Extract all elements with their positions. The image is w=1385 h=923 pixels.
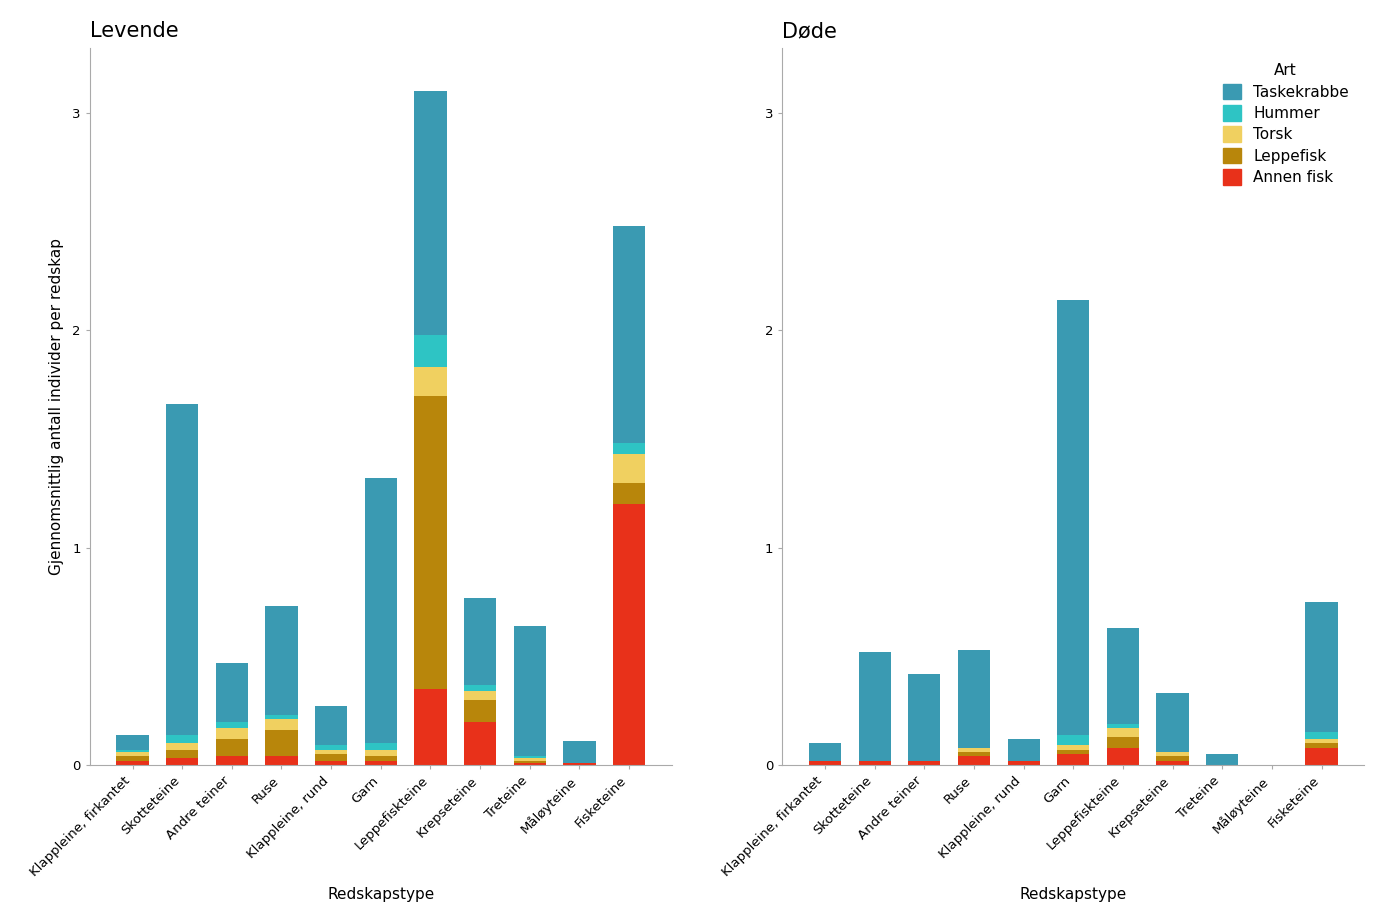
Bar: [1007, 739, 1040, 761]
Bar: [364, 749, 397, 756]
Bar: [266, 756, 298, 765]
Bar: [414, 91, 446, 335]
Bar: [166, 743, 198, 749]
Bar: [1107, 724, 1138, 728]
Bar: [859, 761, 891, 765]
Bar: [116, 756, 148, 761]
Bar: [414, 396, 446, 689]
Bar: [364, 478, 397, 743]
Bar: [464, 722, 496, 765]
Text: Døde: Døde: [783, 21, 838, 41]
Bar: [116, 752, 148, 756]
Bar: [809, 761, 841, 765]
Bar: [514, 761, 546, 762]
Bar: [1156, 761, 1188, 765]
Bar: [1306, 602, 1338, 732]
Bar: [1306, 743, 1338, 748]
Bar: [314, 706, 348, 746]
Bar: [514, 756, 546, 759]
Bar: [1107, 748, 1138, 765]
Bar: [1306, 732, 1338, 739]
Bar: [1156, 756, 1188, 761]
Bar: [266, 719, 298, 730]
Bar: [958, 650, 990, 748]
Bar: [859, 652, 891, 761]
Bar: [1206, 754, 1238, 765]
Bar: [464, 598, 496, 685]
Legend: Taskekrabbe, Hummer, Torsk, Leppefisk, Annen fisk: Taskekrabbe, Hummer, Torsk, Leppefisk, A…: [1215, 55, 1356, 193]
Bar: [614, 454, 645, 483]
Bar: [1057, 746, 1090, 749]
X-axis label: Redskapstype: Redskapstype: [1019, 887, 1127, 902]
Bar: [1057, 754, 1090, 765]
Bar: [1007, 761, 1040, 765]
Bar: [266, 730, 298, 756]
Bar: [1107, 728, 1138, 737]
Bar: [414, 335, 446, 367]
Bar: [364, 743, 397, 749]
Bar: [314, 749, 348, 754]
Bar: [216, 739, 248, 756]
Bar: [464, 700, 496, 722]
Bar: [1156, 693, 1188, 752]
Bar: [314, 754, 348, 761]
Bar: [166, 404, 198, 735]
Y-axis label: Gjennomsnittlig antall individer per redskap: Gjennomsnittlig antall individer per red…: [48, 238, 64, 575]
Bar: [364, 756, 397, 761]
Bar: [958, 752, 990, 756]
Bar: [266, 606, 298, 715]
Bar: [614, 504, 645, 765]
Bar: [958, 756, 990, 765]
Bar: [216, 728, 248, 739]
Bar: [166, 735, 198, 743]
Bar: [514, 762, 546, 765]
Bar: [266, 715, 298, 719]
Bar: [514, 759, 546, 761]
Bar: [1057, 749, 1090, 754]
Bar: [216, 756, 248, 765]
Bar: [564, 741, 596, 762]
X-axis label: Redskapstype: Redskapstype: [327, 887, 435, 902]
Bar: [909, 674, 940, 761]
Bar: [314, 746, 348, 749]
Bar: [314, 761, 348, 765]
Bar: [1057, 300, 1090, 735]
Bar: [464, 685, 496, 691]
Bar: [514, 626, 546, 756]
Bar: [116, 749, 148, 752]
Bar: [116, 761, 148, 765]
Bar: [614, 443, 645, 454]
Bar: [564, 762, 596, 765]
Bar: [614, 483, 645, 504]
Bar: [116, 735, 148, 749]
Bar: [166, 759, 198, 765]
Bar: [1306, 748, 1338, 765]
Bar: [809, 743, 841, 761]
Bar: [1107, 737, 1138, 748]
Bar: [1107, 628, 1138, 724]
Bar: [1156, 752, 1188, 756]
Bar: [1306, 739, 1338, 743]
Bar: [1057, 735, 1090, 746]
Bar: [216, 722, 248, 728]
Bar: [364, 761, 397, 765]
Bar: [414, 689, 446, 765]
Bar: [958, 748, 990, 752]
Bar: [464, 691, 496, 700]
Bar: [614, 226, 645, 443]
Bar: [166, 749, 198, 759]
Bar: [414, 367, 446, 396]
Text: Levende: Levende: [90, 21, 179, 41]
Bar: [909, 761, 940, 765]
Bar: [216, 663, 248, 722]
